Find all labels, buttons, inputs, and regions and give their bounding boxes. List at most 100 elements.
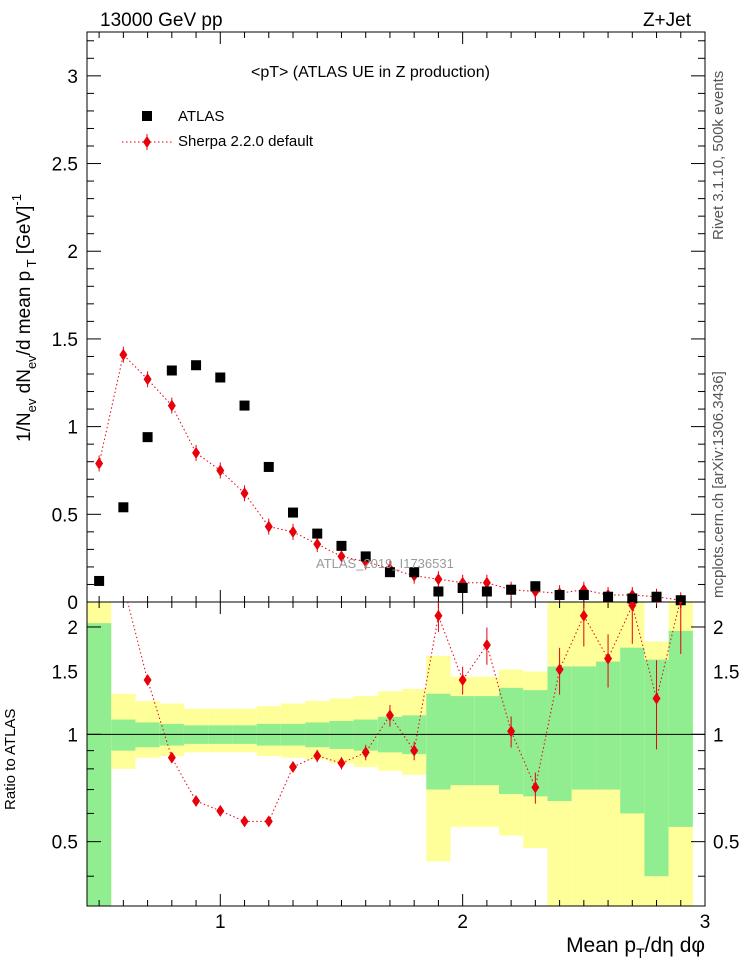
main-ytick-label: 0 <box>67 593 78 614</box>
legend-label-atlas: ATLAS <box>178 108 225 125</box>
sherpa-point <box>143 373 152 386</box>
atlas-point <box>118 502 129 513</box>
ratio-point <box>458 674 467 687</box>
legend-marker-sherpa <box>143 136 151 148</box>
sherpa-point <box>192 446 201 459</box>
ratio-point <box>143 674 152 687</box>
band-inner <box>329 720 354 749</box>
ratio-point <box>555 663 564 676</box>
atlas-point <box>360 551 371 562</box>
ratio-point <box>482 639 491 652</box>
ratio-xtick-label: 1 <box>215 912 226 933</box>
ratio-ytick-label: 1.5 <box>52 663 78 684</box>
ratio-point <box>313 749 322 762</box>
main-ytick-label: 1.5 <box>52 330 78 351</box>
ratio-point <box>531 781 540 794</box>
ratio-point <box>289 760 297 773</box>
atlas-point <box>603 591 614 602</box>
ratio-xtick-label: 2 <box>457 912 468 933</box>
ratio-point <box>216 804 225 817</box>
atlas-point <box>506 584 517 595</box>
ratio-point <box>652 692 661 705</box>
side-text-mcplots: mcplots.cern.ch [arXiv:1306.3436] <box>710 371 727 598</box>
sherpa-point <box>313 538 322 551</box>
sherpa-point <box>119 348 128 361</box>
atlas-point <box>312 528 323 539</box>
atlas-point <box>675 595 686 606</box>
chart-title: <pT> (ATLAS UE in Z production) <box>251 64 490 81</box>
atlas-point <box>191 360 202 371</box>
ratio-ytick-label: 2 <box>67 618 78 639</box>
ratio-ylabel: Ratio to ATLAS <box>2 708 19 810</box>
ratio-point <box>192 795 201 808</box>
header-energy: 13000 GeV pp <box>100 10 223 31</box>
ratio-ytick-label-right: 0.5 <box>713 833 739 854</box>
atlas-point <box>530 581 541 592</box>
atlas-point <box>142 432 153 443</box>
band-inner <box>474 696 499 786</box>
sherpa-point <box>337 550 346 563</box>
ratio-point <box>385 709 394 722</box>
ratio-point <box>678 602 683 605</box>
ratio-frame <box>86 601 706 907</box>
ratio-point <box>240 815 249 828</box>
ratio-point <box>628 602 637 612</box>
main-ytick-label: 2.5 <box>52 155 78 176</box>
band-inner <box>668 630 693 827</box>
ratio-ytick-label-right: 1.5 <box>713 663 739 684</box>
ratio-point <box>604 652 613 665</box>
atlas-point <box>288 507 298 518</box>
ratio-point <box>579 609 588 622</box>
ratio-point <box>119 579 127 591</box>
band-inner <box>571 666 596 790</box>
atlas-point <box>215 372 226 383</box>
ratio-point <box>337 757 346 770</box>
ratio-ytick-label: 1 <box>67 725 78 746</box>
ratio-xtick-label: 3 <box>700 912 711 933</box>
main-ytick-label: 1 <box>67 418 78 439</box>
ratio-point <box>361 746 370 759</box>
band-inner <box>111 719 136 751</box>
atlas-point <box>239 400 250 411</box>
sherpa-point <box>240 487 249 500</box>
ratio-series <box>95 438 683 828</box>
atlas-point <box>554 589 565 600</box>
sherpa-point <box>434 573 443 586</box>
main-ylabel: 1/Nev dNev/d mean p T [GeV]-1 <box>9 194 39 442</box>
legend-marker-atlas <box>142 111 152 121</box>
watermark: ATLAS_2019_I1736531 <box>316 556 454 571</box>
atlas-point <box>578 589 589 600</box>
sherpa-point <box>167 399 176 412</box>
ratio-point <box>507 725 516 738</box>
atlas-point <box>433 586 444 597</box>
ratio-ytick-label: 0.5 <box>52 833 78 854</box>
ratio-point <box>264 815 273 828</box>
sherpa-point <box>95 457 104 470</box>
sherpa-point <box>482 576 491 589</box>
ratio-ytick-label-right: 1 <box>713 725 724 746</box>
ratio-xlabel: Mean pT/dη dφ <box>566 934 705 961</box>
main-ytick-label: 0.5 <box>52 505 78 526</box>
main-ytick-label: 2 <box>67 242 78 263</box>
band-inner <box>620 647 645 814</box>
atlas-point <box>481 586 492 597</box>
band-inner <box>426 693 451 790</box>
ratio-point <box>434 609 443 622</box>
atlas-point <box>336 540 347 551</box>
ratio-point <box>167 751 176 764</box>
side-text-rivet: Rivet 3.1.10, 500k events <box>710 70 727 240</box>
header-process: Z+Jet <box>642 10 691 31</box>
atlas-point <box>166 365 177 376</box>
atlas-point <box>651 591 662 602</box>
atlas-point <box>263 461 274 472</box>
main-ytick-label: 3 <box>67 67 78 88</box>
sherpa-point <box>216 464 225 477</box>
ratio-point <box>410 744 419 757</box>
sherpa-point <box>264 520 273 533</box>
atlas-point <box>457 582 468 593</box>
atlas-point <box>627 593 638 604</box>
ratio-point <box>95 438 103 450</box>
atlas-point <box>409 567 420 578</box>
atlas-point <box>94 575 105 586</box>
